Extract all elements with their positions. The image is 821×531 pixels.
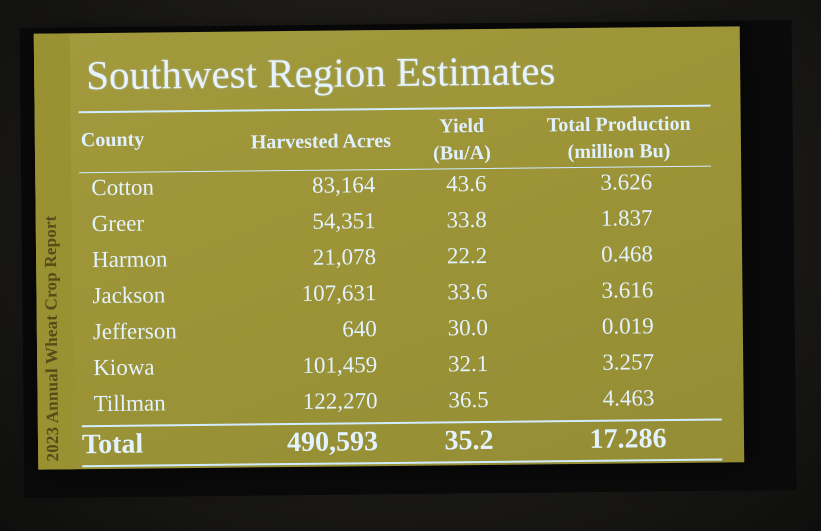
- cell-production: 0.468: [601, 241, 654, 267]
- cell-production: 3.257: [602, 349, 655, 375]
- cell-county: Kiowa: [93, 354, 155, 381]
- header-acres: Harvested Acres: [250, 129, 392, 154]
- cell-county: Greer: [91, 210, 145, 237]
- cell-yield: 36.5: [448, 386, 489, 413]
- cell-acres: 83,164: [311, 172, 376, 198]
- cell-production: 4.463: [602, 385, 655, 411]
- total-yield: 35.2: [444, 424, 494, 457]
- header-county: County: [80, 128, 145, 152]
- cell-yield: 33.6: [447, 278, 488, 305]
- cell-acres: 21,078: [312, 244, 377, 270]
- header-production-line2: (million Bu): [567, 140, 671, 164]
- header-yield: Yield (Bu/A): [427, 113, 498, 168]
- header-production-line1: Total Production: [546, 112, 691, 137]
- total-production: 17.286: [589, 423, 667, 455]
- cell-acres: 101,459: [302, 352, 378, 378]
- cell-yield: 30.0: [447, 314, 489, 341]
- cell-production: 3.626: [600, 169, 653, 195]
- cell-production: 3.616: [601, 277, 654, 303]
- cell-yield: 43.6: [446, 170, 487, 197]
- slide: 2023 Annual Wheat Crop Report Southwest …: [33, 26, 745, 470]
- report-side-label: 2023 Annual Wheat Crop Report: [40, 215, 63, 462]
- cell-production: 1.837: [600, 205, 653, 231]
- cell-acres: 107,631: [301, 280, 377, 306]
- header-yield-line2: (Bu/A): [432, 141, 492, 165]
- cell-production: 0.019: [601, 313, 654, 339]
- cell-county: Jefferson: [92, 318, 177, 345]
- cell-acres: 54,351: [312, 208, 376, 234]
- cell-county: Harmon: [91, 246, 168, 273]
- total-label: Total: [81, 428, 144, 461]
- cell-county: Tillman: [93, 390, 166, 417]
- cell-yield: 32.1: [447, 350, 489, 377]
- cell-yield: 33.8: [446, 206, 487, 233]
- cell-yield: 22.2: [446, 242, 488, 269]
- side-band: 2023 Annual Wheat Crop Report: [33, 33, 75, 470]
- slide-title: Southwest Region Estimates: [85, 47, 556, 99]
- cell-acres: 640: [342, 316, 377, 342]
- cell-acres: 122,270: [302, 388, 378, 414]
- header-yield-line1: Yield: [439, 114, 485, 138]
- total-acres: 490,593: [286, 426, 379, 459]
- header-production: Total Production (million Bu): [529, 111, 710, 167]
- cell-county: Cotton: [91, 174, 155, 201]
- cell-county: Jackson: [92, 282, 166, 309]
